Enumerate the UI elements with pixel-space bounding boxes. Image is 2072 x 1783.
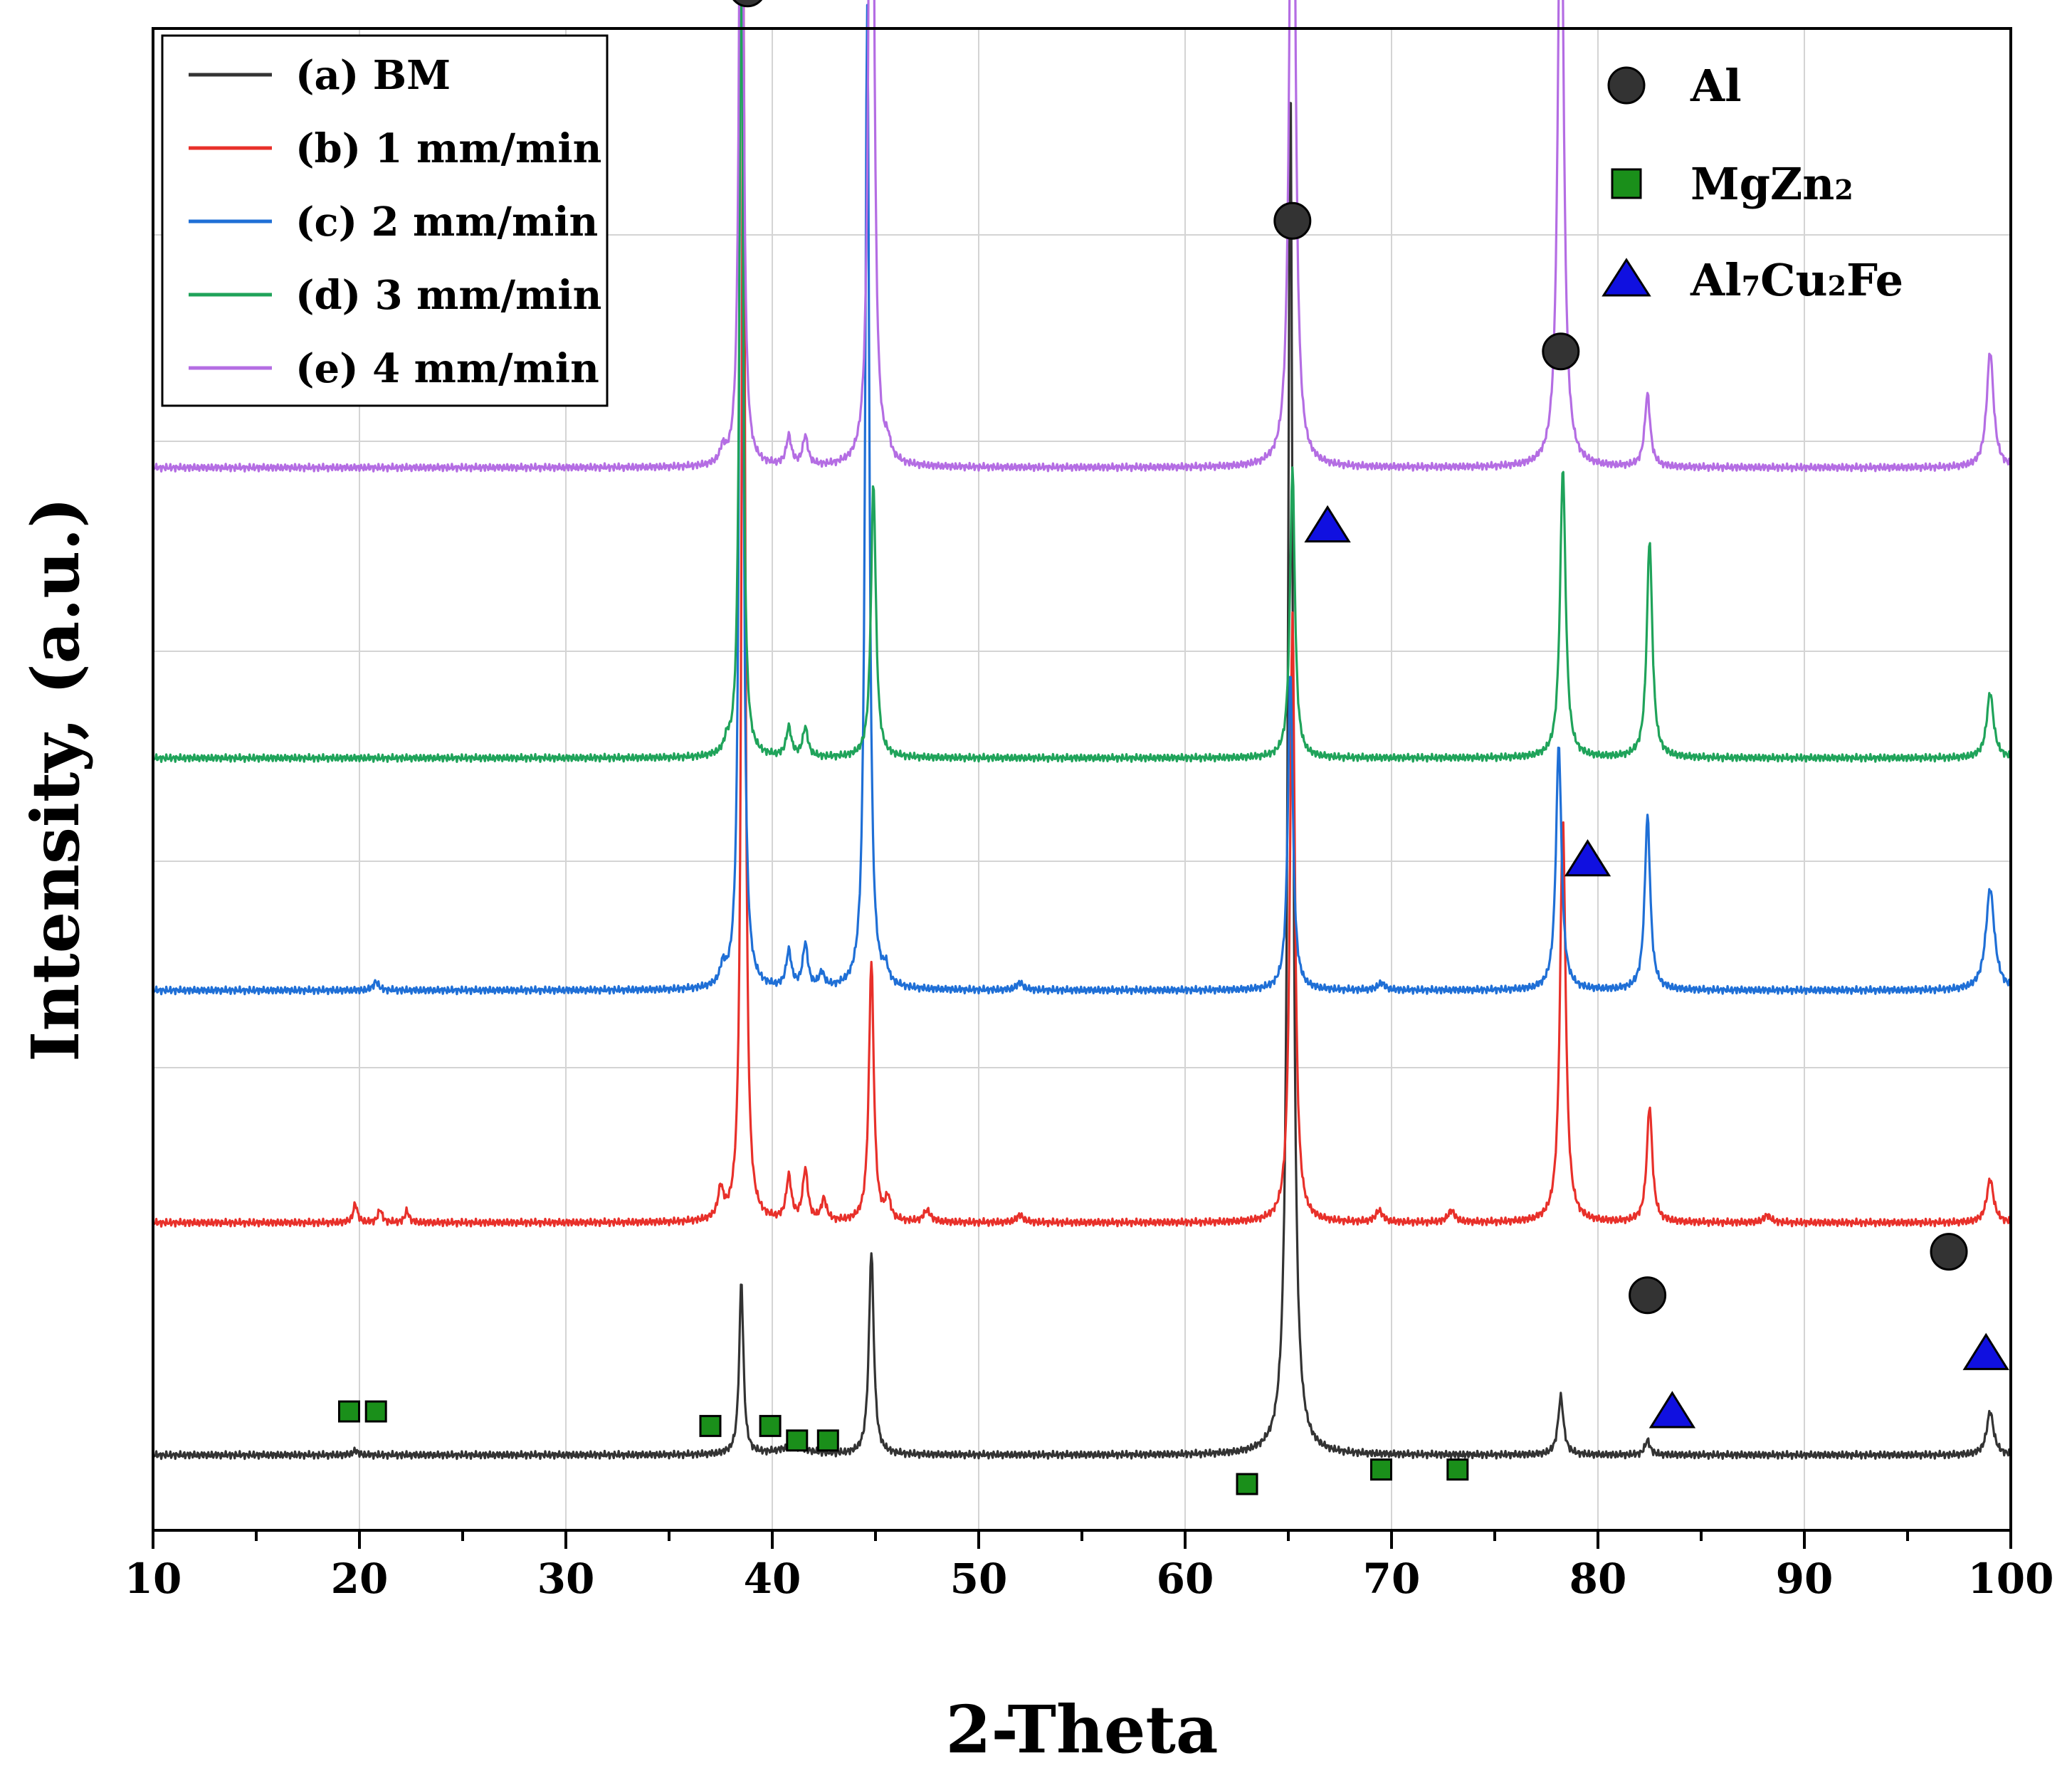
series-line	[152, 0, 2011, 996]
series-line	[152, 0, 2011, 1228]
al-marker-circle	[1273, 201, 1312, 240]
series-line	[152, 0, 2011, 763]
x-tick-label: 60	[1157, 1555, 1214, 1603]
mgzn2-marker-square	[338, 1400, 360, 1423]
al-marker-circle	[1629, 1276, 1667, 1315]
al-marker-circle	[1930, 1233, 1968, 1271]
x-tick-label: 50	[950, 1555, 1008, 1603]
mgzn2-marker-square	[1236, 1473, 1258, 1495]
x-tick-label: 70	[1363, 1555, 1421, 1603]
al7cu2fe-marker-triangle	[1648, 1391, 1696, 1429]
x-tick-label: 30	[537, 1555, 595, 1603]
phase-legend-triangle	[1602, 258, 1651, 297]
x-tick-label: 80	[1569, 1555, 1627, 1603]
legend-label: (a) BM	[295, 52, 451, 99]
x-tick-label: 10	[125, 1555, 182, 1603]
x-tick-label: 100	[1967, 1555, 2053, 1603]
phase-legend-label: Al7Cu2Fe	[1690, 254, 1903, 306]
grid	[153, 28, 2011, 1530]
x-tick-label: 40	[744, 1555, 801, 1603]
x-tick-label: 90	[1776, 1555, 1834, 1603]
mgzn2-marker-square	[816, 1429, 839, 1452]
series-line	[152, 0, 2011, 473]
mgzn2-marker-square	[364, 1400, 387, 1423]
phase-legend: Al MgZn2 Al7Cu2Fe	[1602, 60, 1903, 306]
phase-markers	[338, 0, 2009, 1495]
x-axis: 10 20 30 40 50 60 70 80 90 100	[125, 1530, 2054, 1603]
phase-legend-label: Al	[1690, 60, 1742, 112]
mgzn2-marker-square	[786, 1429, 809, 1452]
y-axis-title: Intensity, (a.u.)	[17, 497, 94, 1061]
x-axis-title: 2-Theta	[946, 1691, 1219, 1768]
al-marker-circle	[732, 0, 763, 8]
series-line	[152, 102, 2011, 1461]
al-marker-circle	[1542, 332, 1580, 371]
series-group	[152, 0, 2011, 1461]
x-tick-label: 20	[331, 1555, 389, 1603]
legend-label: (b) 1 mm/min	[295, 125, 601, 172]
legend-label: (d) 3 mm/min	[295, 272, 601, 319]
mgzn2-marker-square	[1370, 1458, 1392, 1481]
legend-label: (c) 2 mm/min	[295, 199, 598, 246]
al7cu2fe-marker-triangle	[1962, 1332, 2009, 1370]
phase-legend-circle	[1607, 66, 1646, 105]
mgzn2-marker-square	[699, 1414, 722, 1437]
al7cu2fe-marker-triangle	[1564, 838, 1611, 877]
series-legend: (a) BM (b) 1 mm/min (c) 2 mm/min (d) 3 mm/m…	[161, 34, 609, 407]
al7cu2fe-marker-triangle	[1304, 505, 1351, 543]
phase-legend-square	[1611, 168, 1642, 199]
phase-legend-label: MgZn2	[1690, 158, 1853, 210]
legend-label: (e) 4 mm/min	[295, 345, 599, 392]
mgzn2-marker-square	[759, 1414, 782, 1437]
legend-box	[161, 34, 609, 407]
mgzn2-marker-square	[1446, 1458, 1469, 1481]
